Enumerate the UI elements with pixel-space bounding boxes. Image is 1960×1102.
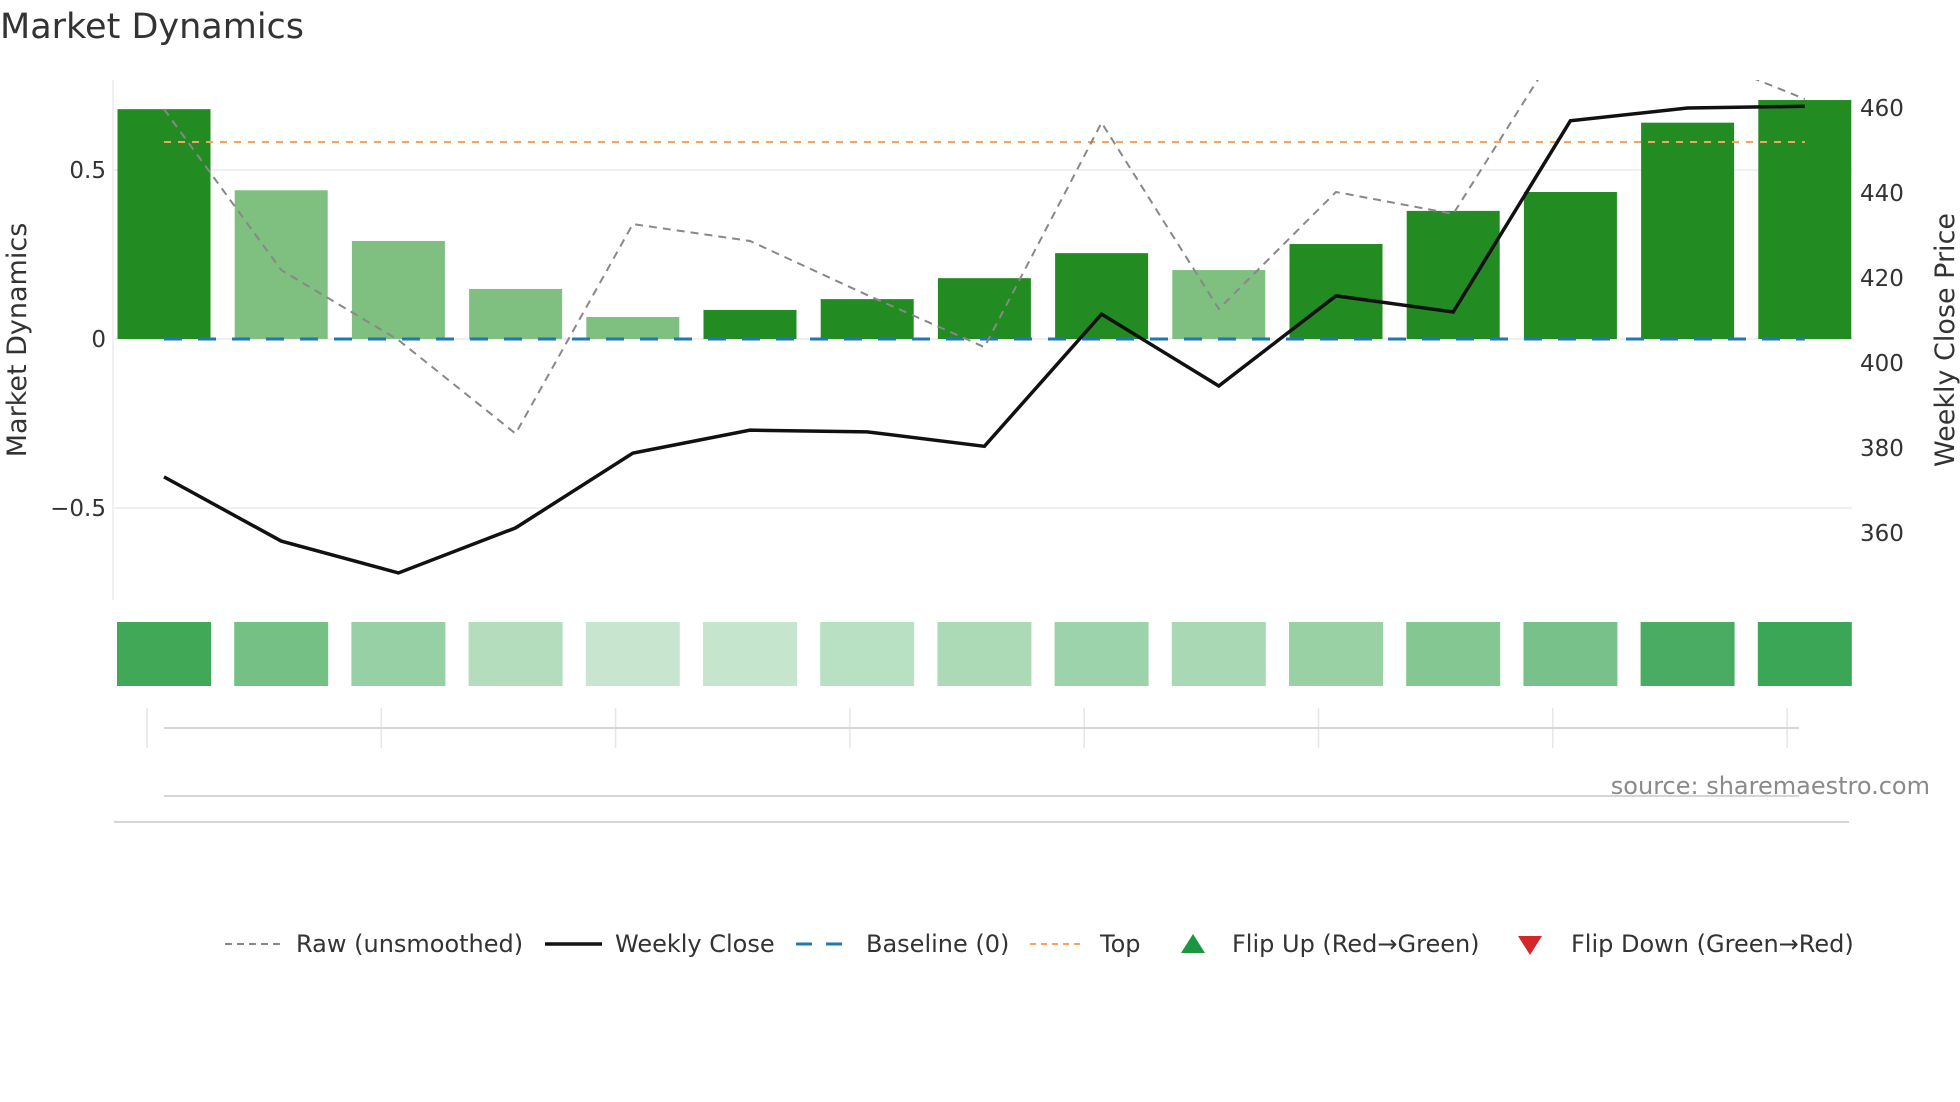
heat-cell [1523,622,1618,686]
reference-lines [164,140,1805,341]
right-axis-ticks: 360 380 400 420 440 460 [1860,96,1904,547]
heat-cell [468,622,563,686]
bar [1406,210,1500,339]
triangle-up-icon [1181,934,1205,953]
heat-cell [351,622,446,686]
bar [1055,253,1149,339]
bars [117,100,1852,340]
bar [1758,100,1852,339]
left-tick-label: 0.5 [69,158,106,184]
legend-label: Flip Down (Green→Red) [1571,930,1854,958]
heat-cell [1406,622,1501,686]
bar [1641,122,1735,340]
legend-item: Raw (unsmoothed) [225,930,523,958]
left-axis-ticks: −0.5 0 0.5 [50,158,106,522]
bar [586,317,680,339]
bar [469,288,563,339]
legend-label: Baseline (0) [866,930,1009,958]
heat-cell [1289,622,1383,686]
bar [351,240,445,339]
weekly-close-line [163,104,1805,575]
triangle-down-icon [1518,936,1542,955]
bar [937,278,1031,339]
right-tick-label: 460 [1860,96,1904,122]
heat-cell [937,622,1032,686]
left-tick-label: −0.5 [50,496,106,522]
right-tick-label: 440 [1860,181,1904,207]
heat-cell [1054,622,1149,686]
heat-cell [820,622,915,686]
legend: Raw (unsmoothed) Weekly Close Baseline (0)… [225,930,1854,958]
bar [1289,244,1383,339]
bar [1523,191,1617,339]
bar [820,299,914,339]
heat-cell [117,622,211,686]
raw-line [163,80,1806,436]
heat-cell [703,622,797,686]
legend-item: Baseline (0) [796,930,1009,958]
left-tick-label: 0 [91,327,106,353]
lower-panel [114,708,1849,823]
right-axis-title: Weekly Close Price [1930,213,1960,467]
heat-strip [117,622,1852,686]
bar [1172,270,1266,339]
source-credit: source: sharemaestro.com [1611,772,1930,800]
heat-cell [1757,622,1852,686]
right-tick-label: 380 [1860,436,1904,462]
bar [234,190,328,339]
chart-title: Market Dynamics [0,7,304,47]
heat-cell [1171,622,1266,686]
right-tick-label: 400 [1860,351,1904,377]
legend-label: Weekly Close [615,930,775,958]
right-tick-label: 420 [1860,266,1904,292]
legend-label: Top [1099,930,1141,958]
heat-cell [1640,622,1735,686]
legend-item: Flip Up (Red→Green) [1181,930,1480,958]
legend-item: Weekly Close [545,930,775,958]
legend-item: Flip Down (Green→Red) [1518,930,1854,958]
bar [117,109,211,339]
legend-label: Flip Up (Red→Green) [1232,930,1480,958]
legend-label: Raw (unsmoothed) [296,930,523,958]
bar [703,309,797,339]
right-tick-label: 360 [1860,521,1904,547]
legend-item: Top [1030,930,1141,958]
heat-cell [234,622,329,686]
heat-cell [585,622,680,686]
line-series [163,80,1806,575]
left-axis-title: Market Dynamics [2,223,33,458]
